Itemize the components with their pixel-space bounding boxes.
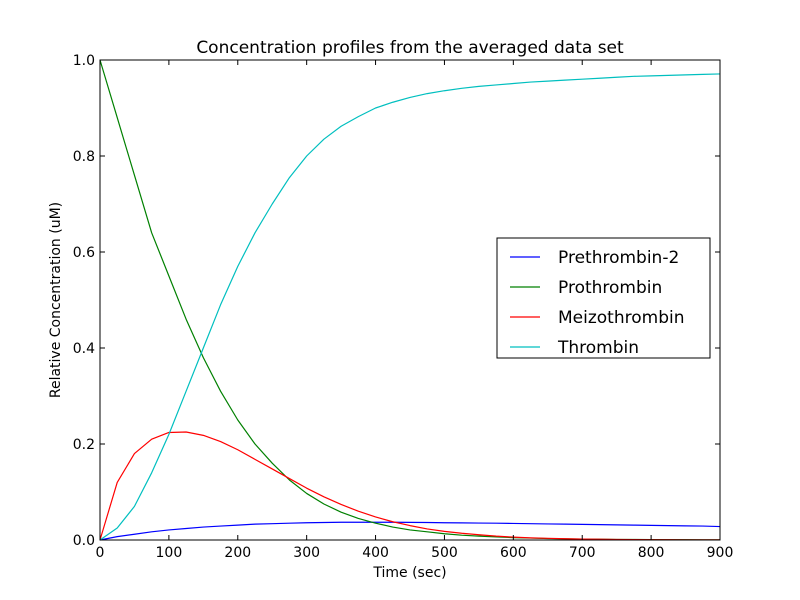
y-tick-label: 0.2 (73, 437, 95, 453)
legend-label: Thrombin (557, 338, 639, 358)
legend-box (496, 237, 711, 359)
series-layer (99, 59, 721, 541)
y-tick-label: 0.0 (73, 533, 95, 549)
legend-label: Prothrombin (558, 278, 662, 298)
x-tick-label: 600 (500, 545, 527, 561)
x-tick-label: 0 (96, 545, 105, 561)
legend: Prethrombin-2 Prothrombin Meizothrombin Thr… (496, 237, 711, 359)
legend-label: Meizothrombin (558, 308, 684, 328)
y-tick-label: 1.0 (73, 53, 95, 69)
x-tick-label: 200 (224, 545, 251, 561)
y-tick-label: 0.6 (73, 245, 95, 261)
y-axis-label: Relative Concentration (uM) (48, 202, 64, 398)
series-line-meizothrombin (99, 431, 721, 541)
x-tick-label: 800 (638, 545, 665, 561)
y-tick-label: 0.4 (73, 341, 95, 357)
x-tick-label: 700 (569, 545, 596, 561)
chart-title: Concentration profiles from the averaged… (196, 38, 624, 58)
x-tick-label: 400 (362, 545, 389, 561)
x-axis-label: Time (sec) (372, 565, 446, 581)
x-tick-label: 900 (707, 545, 734, 561)
x-tick-label: 100 (156, 545, 183, 561)
legend-label: Prethrombin-2 (558, 248, 679, 268)
series-line-prethrombin-2 (99, 521, 721, 541)
y-tick-label: 0.8 (73, 149, 95, 165)
series-line-thrombin (99, 73, 721, 541)
x-tick-label: 300 (293, 545, 320, 561)
plot-frame (99, 59, 721, 541)
x-tick-label: 500 (431, 545, 458, 561)
x-axis-ticks: 0 100 200 300 400 500 600 700 800 900 (96, 60, 734, 561)
y-axis-ticks: 0.0 0.2 0.4 0.6 0.8 1.0 (73, 53, 720, 549)
